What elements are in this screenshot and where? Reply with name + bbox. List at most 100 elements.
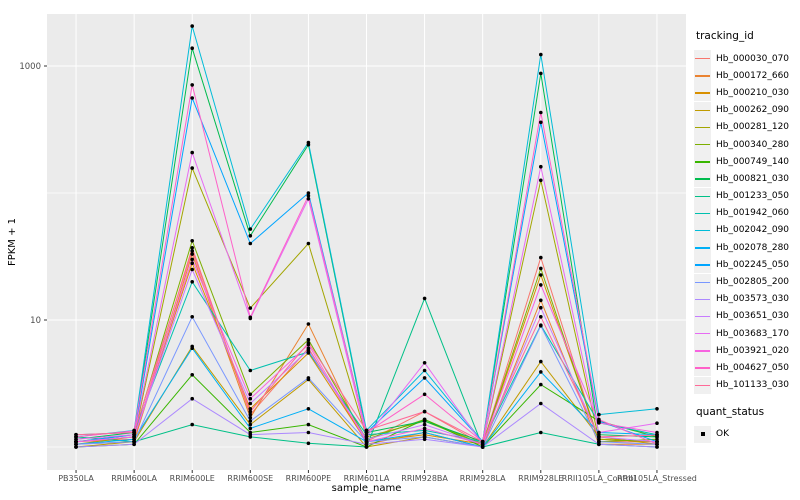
data-point: [74, 439, 78, 444]
y-axis-title: FPKM + 1: [7, 218, 18, 266]
data-point: [597, 421, 601, 425]
legend-item-label: Hb_002042_090: [716, 225, 790, 236]
data-point: [248, 426, 253, 431]
x-tick-label: RRIM928LA: [460, 474, 506, 483]
data-point: [306, 197, 311, 201]
data-point: [306, 194, 311, 198]
data-point: [422, 409, 427, 414]
legend-item-label: OK: [716, 429, 729, 440]
y-tick-label: 10: [30, 316, 41, 326]
legend-key-line-icon: [694, 118, 711, 136]
legend-item-Hb_101133_030: Hb_101133_030: [694, 376, 800, 394]
legend-key-line-icon: [694, 101, 711, 119]
data-point: [539, 430, 543, 435]
data-point: [248, 419, 253, 423]
legend-item-label: Hb_004627_050: [716, 362, 790, 373]
legend-item-Hb_000172_660: Hb_000172_660: [694, 67, 800, 85]
data-point: [539, 283, 543, 287]
legend-item-label: Hb_000821_030: [716, 173, 790, 184]
x-tick-label: RRIM600PE: [286, 474, 332, 483]
legend-key-line-icon: [694, 273, 711, 291]
legend-item-label: Hb_000281_120: [716, 122, 790, 133]
legend-item-Hb_000340_280: Hb_000340_280: [694, 136, 800, 154]
legend-key-line-icon: [694, 376, 711, 394]
legend-item-label: Hb_001233_050: [716, 191, 790, 202]
data-point: [190, 24, 194, 28]
x-tick-label: RRII105LA_Stressed: [617, 474, 697, 483]
data-point: [597, 435, 601, 439]
data-point: [539, 315, 543, 319]
legend-key-line-icon: [694, 84, 711, 102]
data-point: [597, 412, 601, 417]
data-point: [480, 442, 485, 447]
legend-item-label: Hb_002805_200: [716, 277, 790, 288]
data-point: [190, 249, 194, 253]
data-point: [655, 407, 659, 411]
data-point: [248, 407, 253, 411]
data-point: [364, 428, 369, 433]
data-point: [364, 435, 369, 439]
data-point: [422, 422, 427, 427]
data-point: [306, 407, 311, 411]
data-point: [132, 435, 136, 439]
data-point: [422, 361, 427, 365]
data-point: [422, 296, 427, 301]
data-point: [190, 373, 194, 377]
data-point: [132, 442, 136, 447]
legend-item-Hb_003573_030: Hb_003573_030: [694, 290, 800, 308]
data-point: [190, 83, 194, 87]
data-point: [539, 359, 543, 364]
legend-item-Hb_002805_200: Hb_002805_200: [694, 273, 800, 291]
quant-status-legend: quant_status OK: [694, 406, 800, 443]
x-tick-label: PB350LA: [58, 474, 94, 483]
data-point: [306, 191, 311, 195]
data-point: [597, 439, 601, 444]
data-point: [480, 439, 485, 444]
data-point: [306, 422, 311, 427]
data-point: [248, 315, 253, 320]
legend-item-label: Hb_002078_280: [716, 242, 790, 253]
data-point: [190, 166, 194, 170]
legend-item-Hb_002078_280: Hb_002078_280: [694, 239, 800, 257]
legend-key-line-icon: [694, 153, 711, 171]
legend-key-line-icon: [694, 307, 711, 325]
data-point: [190, 150, 194, 155]
legend-key-line-icon: [694, 290, 711, 308]
data-point: [539, 71, 543, 76]
data-point: [539, 305, 543, 310]
data-point: [539, 382, 543, 387]
data-point: [190, 252, 194, 256]
data-point: [248, 412, 253, 417]
data-point: [364, 439, 369, 444]
legend-key-line-icon: [694, 256, 711, 274]
x-tick-label: RRIM928LE: [518, 474, 563, 483]
legend-item-Hb_000210_030: Hb_000210_030: [694, 84, 800, 102]
data-point: [655, 430, 659, 435]
data-point: [74, 432, 78, 437]
legend-item-label: Hb_002245_050: [716, 259, 790, 270]
data-point: [306, 341, 311, 345]
data-point: [190, 239, 194, 243]
legend-item-label: Hb_000030_070: [716, 53, 790, 64]
data-point: [655, 421, 659, 426]
data-point: [190, 280, 194, 284]
data-point: [190, 257, 194, 262]
data-point: [248, 415, 253, 420]
quant-entries: OK: [694, 425, 800, 443]
legend-key-line-icon: [694, 221, 711, 239]
data-point: [190, 267, 194, 272]
x-tick-label: RRIM601LA: [344, 474, 390, 483]
legend-item-label: Hb_003651_030: [716, 311, 790, 322]
data-point: [306, 140, 311, 145]
data-point: [539, 273, 543, 277]
data-point: [480, 445, 485, 449]
data-point: [539, 266, 543, 271]
data-point: [539, 324, 543, 328]
data-point: [248, 227, 253, 231]
data-point: [306, 348, 311, 352]
data-point: [248, 409, 253, 414]
legend-item-Hb_003683_170: Hb_003683_170: [694, 325, 800, 343]
data-point: [248, 392, 253, 397]
legend-key-line-icon: [694, 187, 711, 205]
legend-item-quant-OK: OK: [694, 425, 800, 443]
